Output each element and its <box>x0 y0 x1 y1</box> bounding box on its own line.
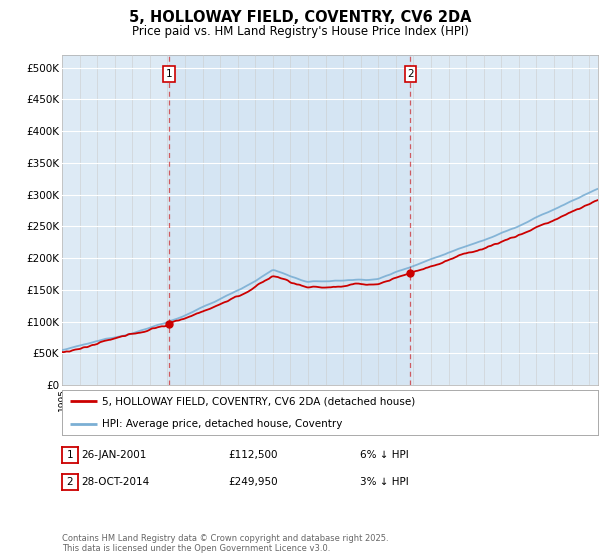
Text: 1: 1 <box>67 450 73 460</box>
Text: 5, HOLLOWAY FIELD, COVENTRY, CV6 2DA: 5, HOLLOWAY FIELD, COVENTRY, CV6 2DA <box>129 10 471 25</box>
Text: £112,500: £112,500 <box>228 450 277 460</box>
Text: 28-OCT-2014: 28-OCT-2014 <box>81 477 149 487</box>
Bar <box>169 55 410 385</box>
Text: 6% ↓ HPI: 6% ↓ HPI <box>360 450 409 460</box>
Text: 2: 2 <box>407 69 414 79</box>
Text: 5, HOLLOWAY FIELD, COVENTRY, CV6 2DA (detached house): 5, HOLLOWAY FIELD, COVENTRY, CV6 2DA (de… <box>102 396 415 406</box>
Text: 3% ↓ HPI: 3% ↓ HPI <box>360 477 409 487</box>
Text: Contains HM Land Registry data © Crown copyright and database right 2025.
This d: Contains HM Land Registry data © Crown c… <box>62 534 388 553</box>
Text: £249,950: £249,950 <box>228 477 278 487</box>
Text: Price paid vs. HM Land Registry's House Price Index (HPI): Price paid vs. HM Land Registry's House … <box>131 25 469 38</box>
Text: 2: 2 <box>67 477 73 487</box>
Text: HPI: Average price, detached house, Coventry: HPI: Average price, detached house, Cove… <box>102 419 343 429</box>
Text: 1: 1 <box>166 69 172 79</box>
Text: 26-JAN-2001: 26-JAN-2001 <box>81 450 146 460</box>
